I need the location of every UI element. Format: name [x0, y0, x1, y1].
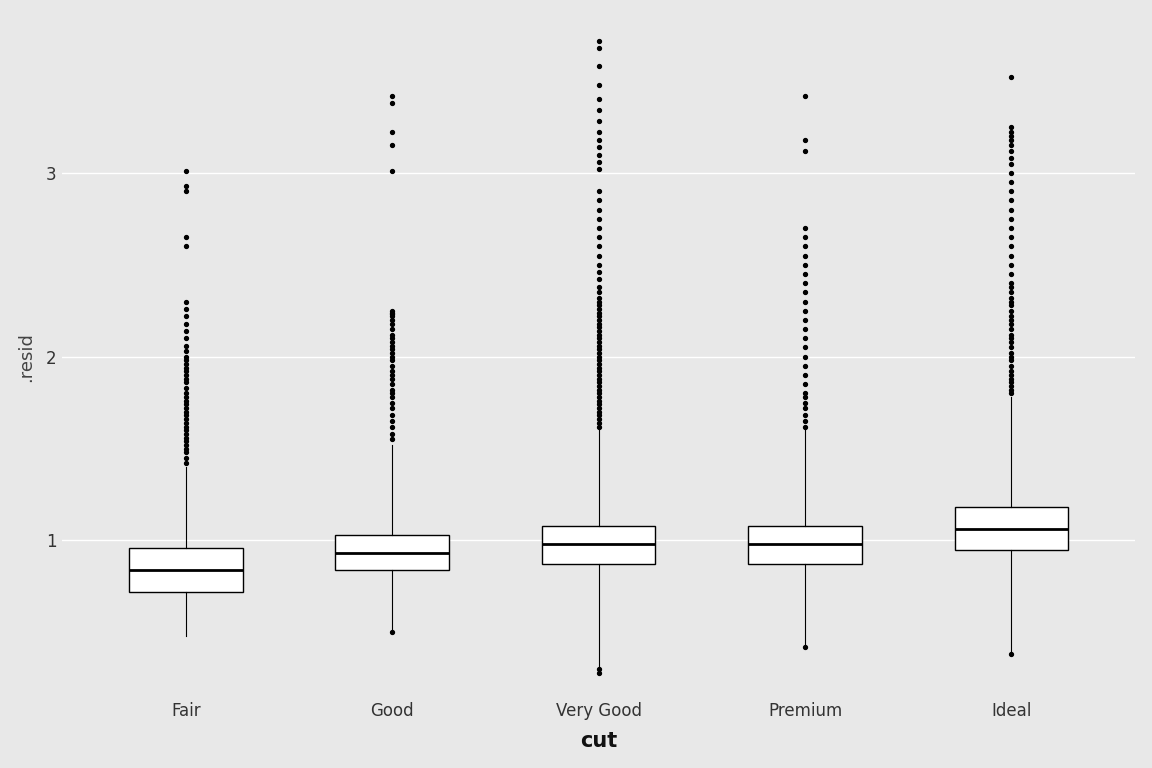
PathPatch shape [541, 526, 655, 564]
X-axis label: cut: cut [579, 731, 617, 751]
PathPatch shape [749, 526, 862, 564]
Y-axis label: .resid: .resid [16, 332, 35, 382]
PathPatch shape [129, 548, 243, 592]
PathPatch shape [335, 535, 449, 570]
PathPatch shape [955, 508, 1068, 550]
